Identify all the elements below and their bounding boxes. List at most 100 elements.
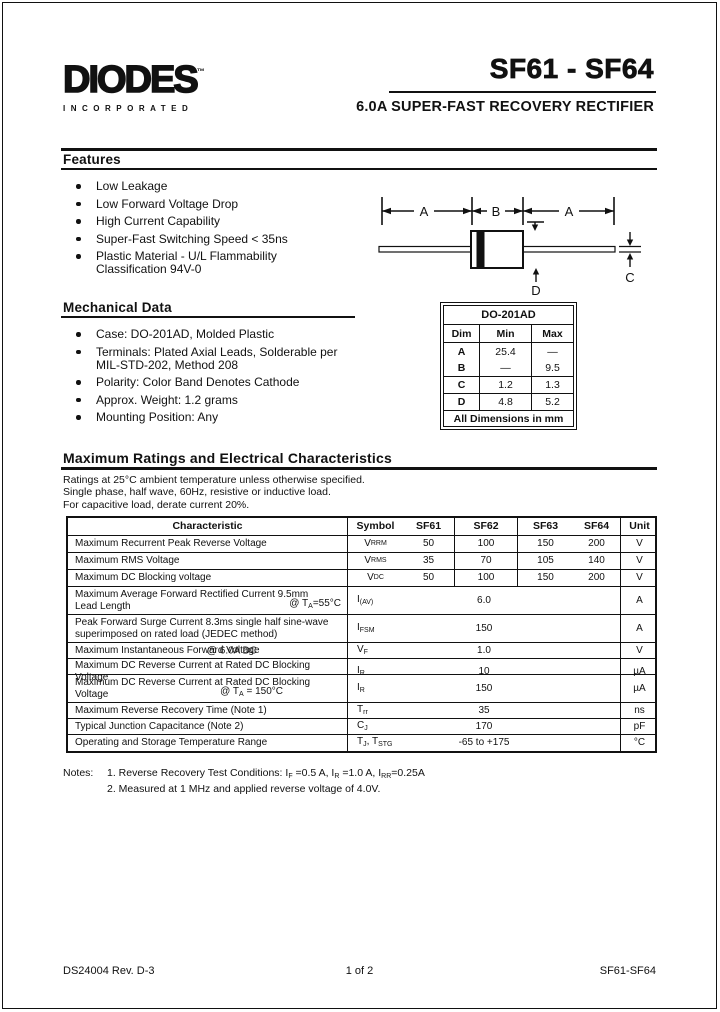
unit-cell: V [636, 538, 643, 550]
list-item: Super-Fast Switching Speed < 35ns [63, 232, 343, 246]
rating-value: 10 [478, 665, 490, 677]
dim-label-a-left: A [420, 204, 429, 219]
dimensions-table: DO-201AD Dim Min Max A 25.4 — B — 9.5 C … [440, 302, 577, 430]
page-title: SF61 - SF64 [489, 53, 654, 85]
characteristic-text: Maximum DC Reverse Current at Rated DC B… [75, 677, 311, 700]
characteristic-text: Peak Forward Surge Current 8.3ms single … [75, 617, 329, 640]
dim-label-a-right: A [565, 204, 574, 219]
condition-annotation: @ TA=55°C [289, 597, 341, 610]
characteristic-cell: Maximum RMS Voltage [68, 553, 348, 569]
column-header: Symbol [356, 519, 395, 532]
bullet-icon [76, 201, 81, 206]
symbol-cell: V RMS [364, 555, 387, 567]
features-heading: Features [63, 152, 121, 167]
table-header-row: Dim Min Max [444, 325, 573, 343]
condition-line: For capacitive load, derate current 20%. [63, 498, 250, 511]
list-item: Low Leakage [63, 180, 343, 193]
symbol-cell: IR [357, 664, 365, 677]
bullet-icon [76, 332, 81, 337]
rating-value: -65 to +175 [458, 737, 510, 749]
min-cell: 1.2 [480, 377, 532, 394]
value-cell: IR 10 [348, 659, 621, 684]
symbol-cell: TJ, TSTG [357, 735, 393, 748]
column-header: Max [532, 325, 573, 343]
bullet-icon [76, 415, 81, 420]
value-cell: 50 [403, 570, 455, 586]
table-row: Maximum Average Forward Rectified Curren… [68, 587, 655, 615]
max-cell: — [547, 345, 558, 358]
logo-wordmark: DIODES [62, 58, 199, 102]
value-cell: 200 [573, 536, 621, 552]
symbol-cell: Trr [357, 703, 368, 716]
list-item: Mounting Position: Any [63, 411, 363, 424]
unit-cell: °C [633, 737, 646, 749]
characteristic-text: Typical Junction Capacitance (Note 2) [75, 720, 244, 732]
table-row: Maximum RMS Voltage V RMS 35 70 105 140 V [68, 553, 655, 570]
min-cell: 25.4 [480, 343, 532, 360]
rating-value: 170 [475, 720, 493, 732]
value-cell: 150 [537, 538, 554, 550]
feature-text: Low Forward Voltage Drop [96, 196, 239, 211]
list-item: Terminals: Plated Axial Leads, Solderabl… [63, 344, 363, 372]
rating-value: 1.0 [477, 644, 491, 656]
notes-label: Notes: [63, 767, 94, 779]
features-list: Low Leakage Low Forward Voltage Drop Hig… [63, 180, 343, 281]
value-cell: TJ, TSTG -65 to +175 [348, 735, 621, 751]
unit-cell: µA [633, 665, 646, 677]
unit-cell: µA [633, 682, 646, 694]
mechanical-text: Polarity: Color Band Denotes Cathode [96, 375, 300, 389]
note-line: 2. Measured at 1 MHz and applied reverse… [107, 783, 381, 795]
table-row: Maximum Recurrent Peak Reverse Voltage V… [68, 536, 655, 553]
characteristic-cell: Maximum Reverse Recovery Time (Note 1) [68, 703, 348, 718]
characteristic-text: Operating and Storage Temperature Range [75, 737, 268, 749]
mechanical-text: Terminals: Plated Axial Leads, Solderabl… [96, 344, 338, 372]
table-row: Maximum DC Blocking voltage V DC 50 100 1… [68, 570, 655, 587]
column-header: Min [480, 325, 532, 343]
brand-logo: DIODES™ INCORPORATED [62, 58, 205, 113]
unit-cell: pF [633, 720, 646, 732]
bullet-icon [76, 254, 81, 259]
column-header: Characteristic [68, 518, 348, 535]
value-cell: IFSM 150 [348, 615, 621, 642]
characteristic-cell: Typical Junction Capacitance (Note 2) [68, 719, 348, 734]
ratings-heading: Maximum Ratings and Electrical Character… [63, 450, 392, 466]
rating-value: 150 [475, 622, 493, 634]
characteristic-text: Maximum Average Forward Rectified Curren… [75, 589, 309, 612]
column-header: SF64 [573, 518, 621, 535]
mechanical-list: Case: DO-201AD, Molded Plastic Terminals… [63, 328, 363, 429]
title-underline [389, 91, 656, 93]
dim-label-d: D [531, 283, 540, 298]
list-item: High Current Capability [63, 215, 343, 228]
column-header: Unit [629, 519, 650, 532]
dim-cell: B [444, 360, 480, 377]
mechanical-text: Case: DO-201AD, Molded Plastic [96, 327, 275, 341]
mechanical-text: Mounting Position: Any [96, 410, 219, 424]
column-header: SF62 [455, 518, 518, 535]
characteristic-cell: Maximum DC Reverse Current at Rated DC B… [68, 659, 348, 684]
condition-line: Single phase, half wave, 60Hz, resistive… [63, 486, 331, 499]
bullet-icon [76, 236, 81, 241]
unit-cell: ns [634, 704, 645, 716]
characteristic-cell: Maximum Instantaneous Forward Voltage @ … [68, 643, 348, 658]
characteristic-cell: Maximum Recurrent Peak Reverse Voltage [68, 536, 348, 552]
characteristic-text: Maximum Reverse Recovery Time (Note 1) [75, 704, 267, 716]
max-cell: 9.5 [532, 360, 573, 377]
notes-block: 1. Reverse Recovery Test Conditions: IF … [107, 767, 527, 796]
feature-text: Low Leakage [96, 179, 168, 193]
table-row: D 4.8 5.2 [444, 394, 573, 411]
dim-cell: C [444, 377, 480, 394]
mechanical-divider [61, 316, 355, 318]
dim-label-b: B [492, 204, 501, 219]
table-header-row: Characteristic Symbol SF61 SF62 SF63 SF6… [68, 518, 655, 536]
table-row: Typical Junction Capacitance (Note 2) CJ… [68, 719, 655, 735]
value-cell: 100 [455, 536, 518, 552]
list-item: Polarity: Color Band Denotes Cathode [63, 376, 363, 389]
symbol-cell: VF [357, 643, 368, 656]
bullet-icon [76, 380, 81, 385]
symbol-cell: I(AV) [357, 593, 374, 606]
column-header: Dim [444, 325, 480, 343]
table-row: B — 9.5 [444, 360, 573, 377]
dimensions-units-note: All Dimensions in mm [453, 412, 564, 425]
symbol-cell: V RRM [364, 538, 387, 550]
bullet-icon [76, 219, 81, 224]
